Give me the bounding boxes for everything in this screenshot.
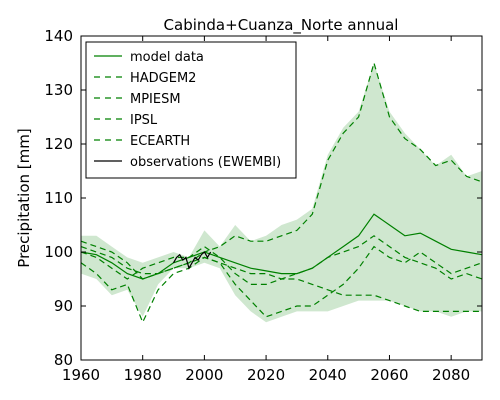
x-tick-label: 2080 (432, 366, 470, 384)
x-tick-label: 1960 (62, 366, 100, 384)
x-tick-label: 2060 (370, 366, 408, 384)
series-line-0 (80, 213, 483, 280)
y-tick-label: 140 (44, 27, 73, 45)
x-tick-label: 1980 (124, 366, 162, 384)
legend: model data HADGEM2 MPIESM IPSL ECEARTH observ… (85, 41, 297, 179)
legend-label: observations (EWEMBI) (130, 155, 281, 170)
y-tick-label: 100 (44, 243, 73, 261)
axis-ticks: 1960 1980 2000 2020 2040 2060 2080 80 90 100 110 12… (44, 27, 482, 384)
legend-box (85, 41, 297, 179)
plot-frame (80, 35, 483, 361)
series-line-2 (80, 245, 483, 324)
plot-area (80, 60, 483, 324)
legend-label: HADGEM2 (130, 71, 196, 86)
y-axis-label: Precipitation [mm] (15, 128, 33, 267)
chart-title: Cabinda+Cuanza_Norte annual (164, 16, 399, 35)
y-tick-label: 110 (44, 189, 73, 207)
legend-label: IPSL (130, 113, 158, 128)
legend-label: MPIESM (130, 92, 181, 107)
legend-label: ECEARTH (130, 134, 190, 149)
series-line-5 (172, 251, 212, 270)
x-tick-label: 2000 (185, 366, 223, 384)
x-tick-label: 2020 (247, 366, 285, 384)
x-tick-label: 2040 (309, 366, 347, 384)
series-line-1 (80, 60, 483, 280)
y-tick-label: 90 (54, 297, 73, 315)
legend-label: model data (130, 50, 204, 65)
series-line-4 (80, 246, 482, 312)
y-tick-label: 120 (44, 135, 73, 153)
y-tick-label: 130 (44, 81, 73, 99)
y-tick-label: 80 (54, 351, 73, 369)
